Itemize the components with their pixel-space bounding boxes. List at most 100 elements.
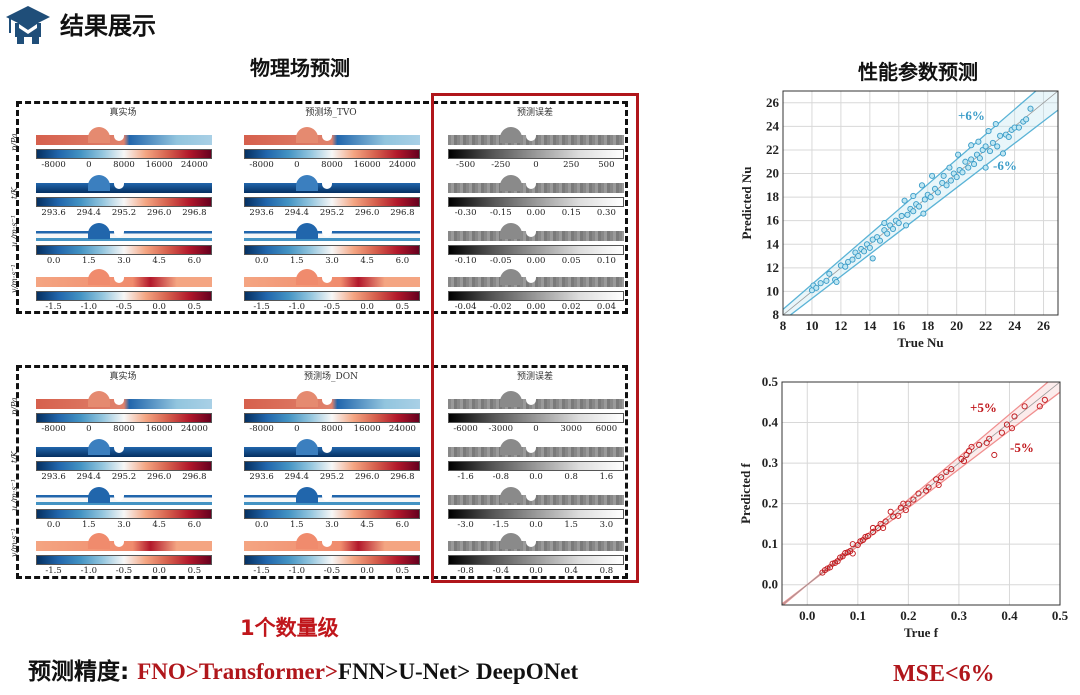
plot-frame bbox=[782, 90, 1059, 316]
data-point bbox=[927, 194, 934, 201]
data-point bbox=[960, 458, 968, 465]
y-tick-label: 24 bbox=[766, 118, 780, 133]
colorbar-ticks: -1.6 -0.8 0.0 0.8 1.6 bbox=[448, 472, 624, 483]
field-map bbox=[244, 533, 420, 551]
data-point bbox=[933, 476, 940, 483]
panel-title: 预测误差 bbox=[516, 108, 553, 118]
data-point bbox=[982, 164, 989, 171]
y-tick-label: 0.2 bbox=[762, 496, 778, 511]
colorbar-tick-label: 0.0 bbox=[360, 566, 374, 576]
colorbar-tick-label: 0 bbox=[533, 424, 539, 434]
colorbar-tick-label: -3000 bbox=[488, 424, 514, 434]
colorbar-tick-label: 0.0 bbox=[529, 472, 543, 482]
plot-area bbox=[783, 91, 1058, 315]
bump-shape bbox=[88, 487, 110, 503]
notch-shape bbox=[526, 540, 536, 547]
field-map bbox=[448, 391, 624, 409]
colorbar-tick-label: 0.30 bbox=[596, 208, 616, 218]
field-map bbox=[448, 269, 624, 287]
colorbar-tick-label: 0.04 bbox=[596, 302, 616, 312]
data-point bbox=[887, 508, 894, 515]
data-point bbox=[991, 451, 998, 459]
colorbar-tick-label: 294.4 bbox=[284, 208, 309, 218]
colorbar-ticks: -0.8 -0.4 0.0 0.4 0.8 bbox=[448, 566, 624, 577]
data-point bbox=[999, 150, 1007, 157]
data-point bbox=[884, 230, 891, 237]
colorbar-tick-label: -8000 bbox=[41, 160, 66, 170]
notch-shape bbox=[114, 182, 124, 189]
colorbar-tick-label: 1.5 bbox=[82, 256, 96, 266]
data-point bbox=[935, 481, 942, 489]
colorbar-tick-label: 24000 bbox=[388, 424, 416, 434]
x-tick-label: 24 bbox=[1008, 318, 1022, 333]
x-tick-label: 0.1 bbox=[850, 608, 866, 623]
data-point bbox=[921, 196, 928, 203]
notch-shape bbox=[114, 540, 124, 547]
colorbar-tick-label: 296.0 bbox=[355, 472, 380, 482]
colorbar-tick-label: 6.0 bbox=[395, 520, 410, 530]
colorbar-tick-label: -0.5 bbox=[323, 302, 341, 312]
notch-shape bbox=[114, 446, 124, 453]
field-map bbox=[244, 175, 420, 193]
field-panel-true: 真实场 p/Pa -8000 0 8000 16000 24000 t/K 293.6 294.4… bbox=[10, 105, 218, 312]
page-title: 结果展示 bbox=[60, 12, 156, 40]
data-point bbox=[955, 151, 962, 158]
plot-frame bbox=[781, 381, 1061, 606]
notch-shape bbox=[526, 276, 536, 283]
colorbar-tick-label: 0 bbox=[294, 160, 300, 170]
colorbar-tick-label: 293.6 bbox=[41, 472, 66, 482]
y-tick-label: 12 bbox=[766, 260, 779, 275]
x-tick-label: 22 bbox=[979, 318, 992, 333]
colorbar-tick-label: -6000 bbox=[453, 424, 478, 434]
colorbar bbox=[36, 461, 212, 471]
colorbar-tick-label: 0.5 bbox=[395, 566, 410, 576]
data-point bbox=[861, 248, 868, 255]
panel-title: 真实场 bbox=[109, 108, 137, 118]
field-panel-error: 预测误差 -6000 -3000 0 3000 6000 -1.6 -0.8 0.0 0.8 1.6… bbox=[440, 369, 630, 577]
colorbar-ticks: 0.0 1.5 3.0 4.5 6.0 bbox=[36, 520, 212, 531]
field-map bbox=[244, 223, 420, 241]
data-point bbox=[898, 212, 905, 220]
data-point bbox=[986, 435, 993, 442]
data-point bbox=[910, 496, 917, 503]
data-point bbox=[986, 148, 994, 155]
chart-nu: 8 10 12 14 16 18 20 22 24 26 8 10 12 14 16 18 20 22 24 26 Tr… bbox=[739, 90, 1059, 350]
data-point bbox=[943, 468, 950, 476]
colorbar-tick-label: 296.0 bbox=[355, 208, 380, 218]
bump-shape bbox=[296, 439, 318, 455]
field-map bbox=[448, 223, 624, 241]
data-point bbox=[904, 211, 911, 218]
field-map bbox=[244, 487, 420, 505]
y-tick-label: 0.3 bbox=[762, 455, 779, 470]
colorbar bbox=[448, 245, 624, 255]
colorbar-ticks: -1.5 -1.0 -0.5 0.0 0.5 bbox=[244, 566, 420, 577]
band-annotation: +5% bbox=[970, 400, 997, 415]
magnitude-note: 1个数量级 bbox=[240, 616, 339, 640]
data-point bbox=[929, 172, 936, 179]
colorbar-ticks: -0.30 -0.15 0.00 0.15 0.30 bbox=[448, 208, 624, 219]
colorbar-tick-label: -1.0 bbox=[288, 566, 305, 576]
data-point bbox=[862, 533, 869, 540]
group-box-don bbox=[16, 365, 628, 579]
data-point bbox=[916, 203, 923, 210]
panel-title: 预测误差 bbox=[516, 372, 553, 382]
data-point bbox=[842, 263, 849, 270]
y-tick-label: 8 bbox=[773, 307, 780, 322]
colorbar-tick-label: 296.0 bbox=[147, 208, 172, 218]
bump-shape bbox=[88, 127, 110, 143]
colorbar-ticks: 293.6 294.4 295.2 296.0 296.8 bbox=[36, 472, 212, 483]
data-point bbox=[998, 429, 1005, 436]
colorbar-tick-label: 6.0 bbox=[187, 256, 202, 266]
data-point bbox=[989, 139, 996, 146]
colorbar-tick-label: 0 bbox=[86, 424, 92, 434]
data-point bbox=[910, 192, 917, 199]
colorbar-tick-label: -1.5 bbox=[492, 520, 509, 530]
data-point bbox=[982, 143, 989, 150]
colorbar-tick-label: 0.15 bbox=[561, 208, 581, 218]
data-point bbox=[869, 528, 877, 536]
row-ylabel: v/m·s⁻¹ bbox=[10, 528, 19, 557]
accuracy-ranking: 预测精度: FNO>Transformer>FNN>U-Net> DeepONe… bbox=[28, 652, 578, 686]
y-tick-label: 22 bbox=[766, 142, 779, 157]
panel-title: 真实场 bbox=[109, 372, 137, 382]
data-point bbox=[934, 189, 941, 196]
